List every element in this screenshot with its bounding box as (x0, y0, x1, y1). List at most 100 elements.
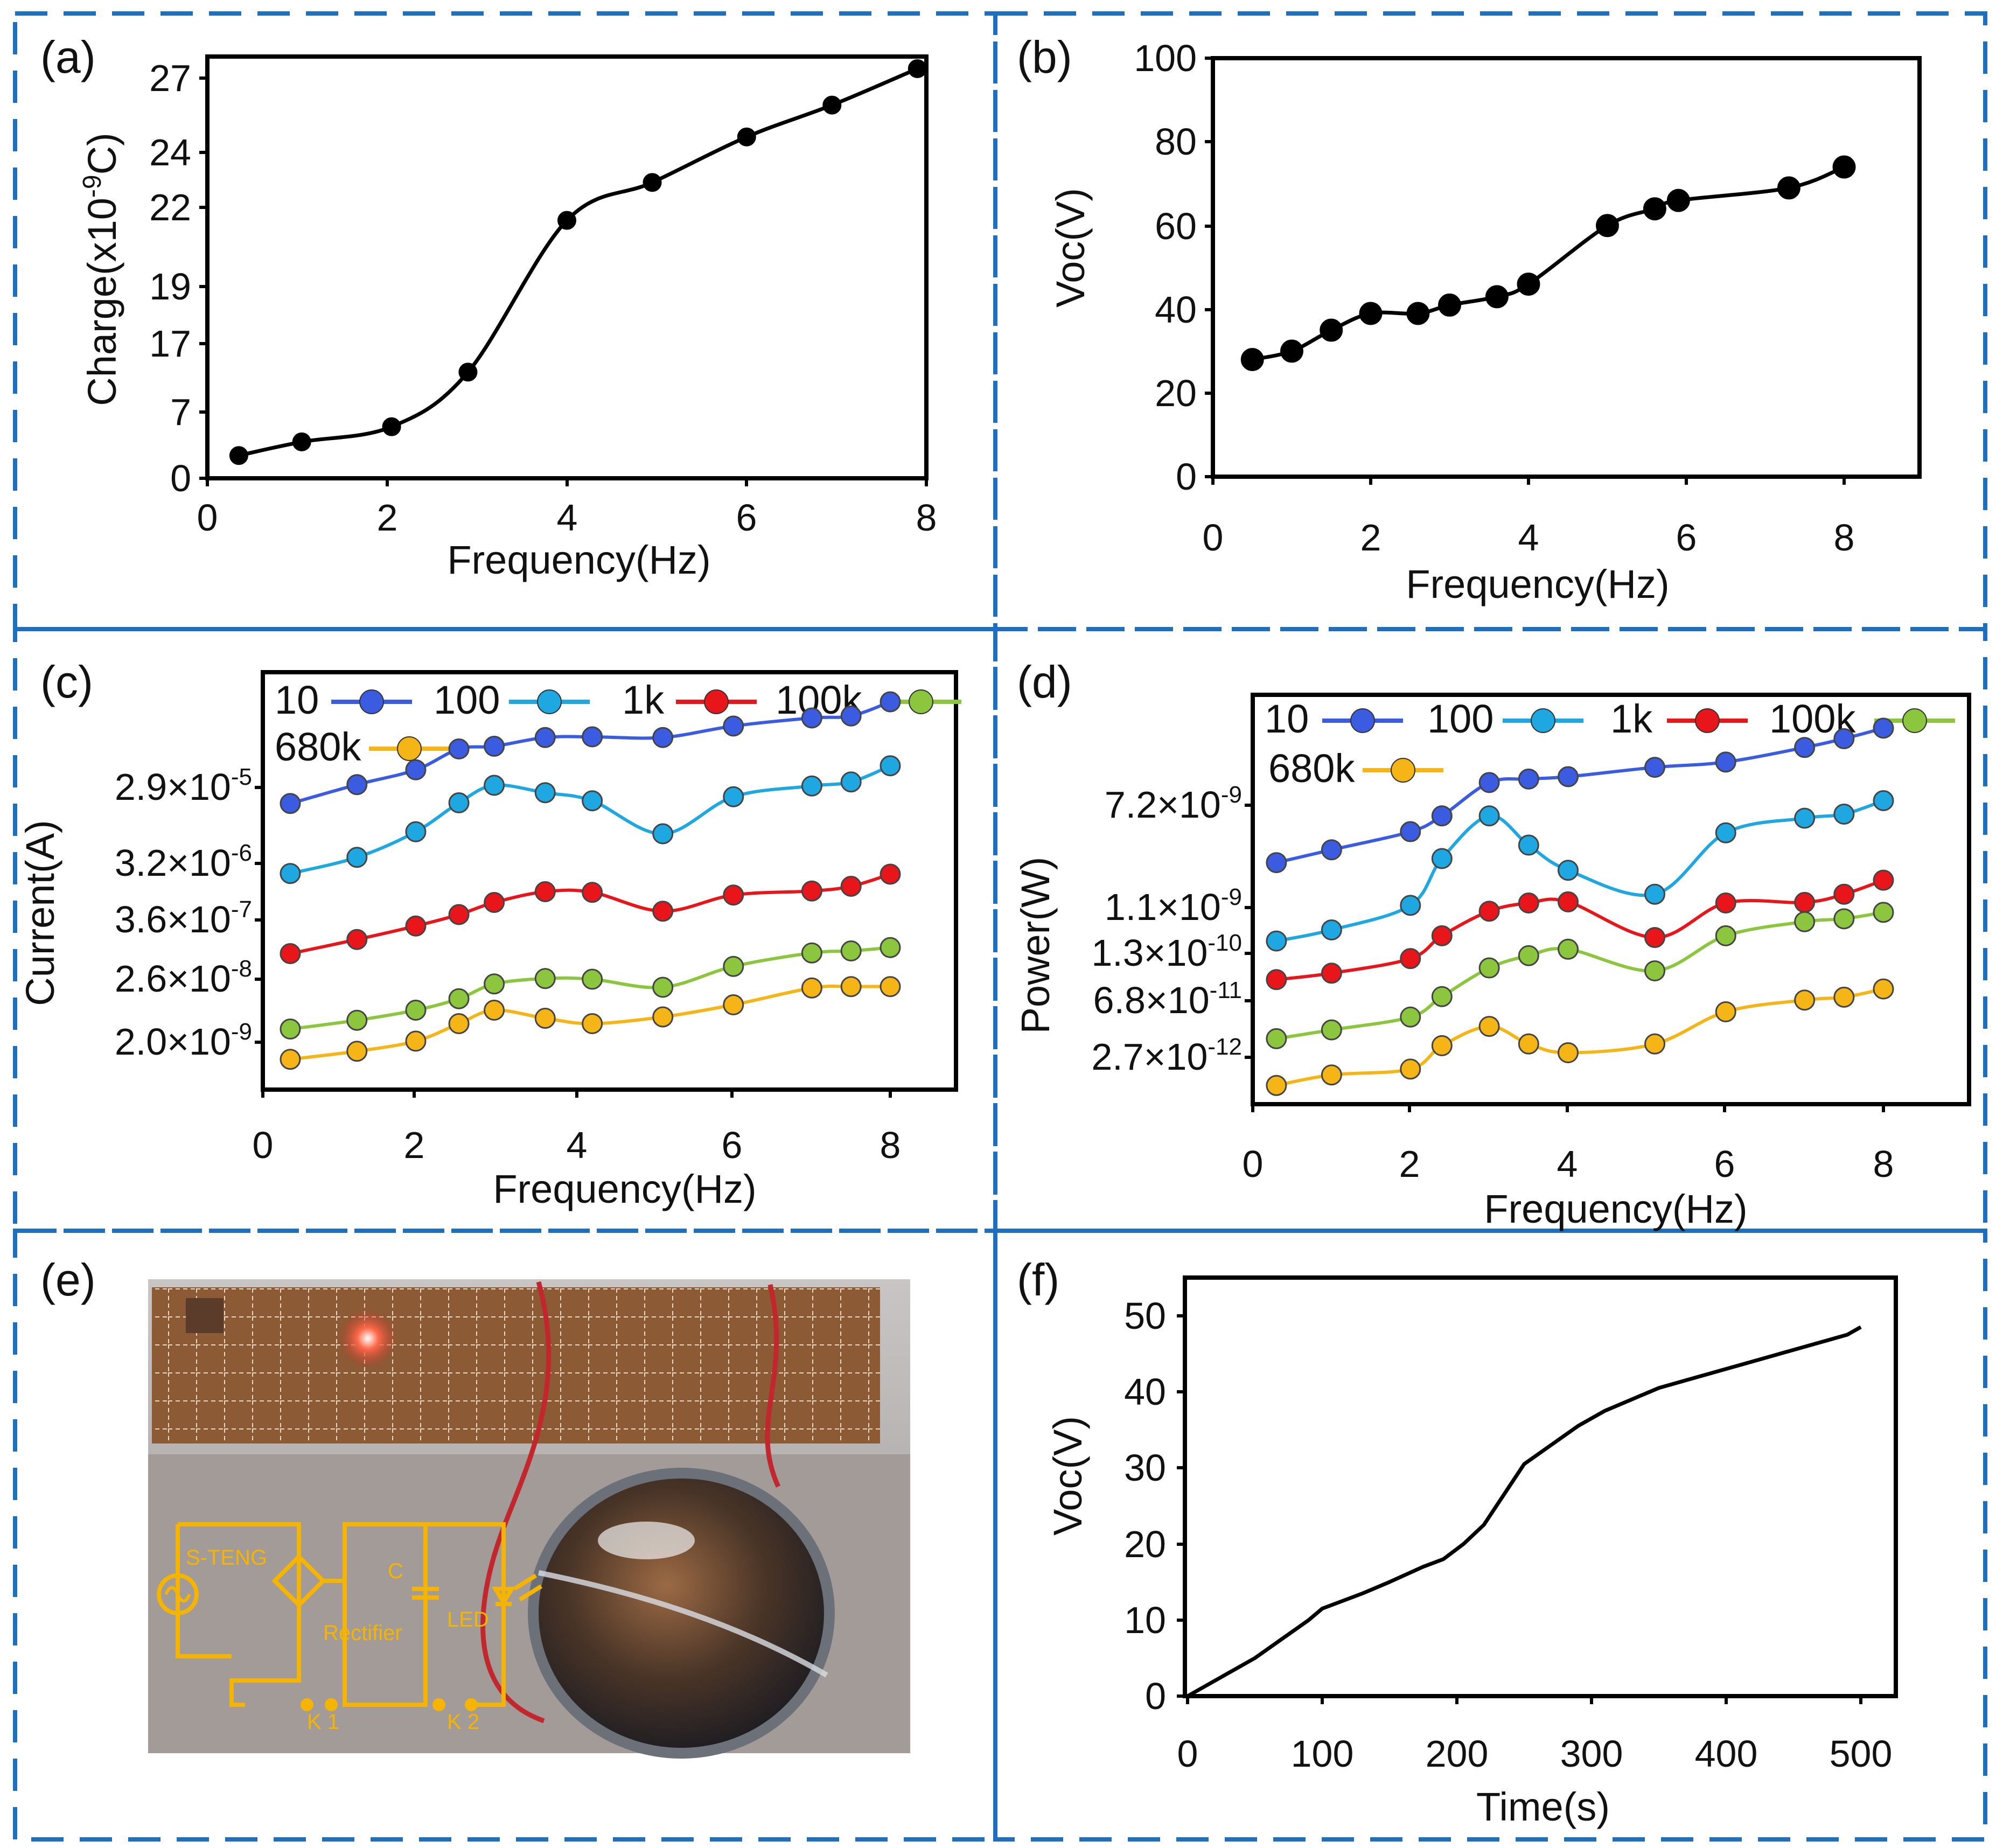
x-tick-label: 400 (1695, 1733, 1758, 1775)
label-s-teng: S-TENG (186, 1546, 267, 1570)
led-glow (338, 1309, 397, 1368)
y-tick-exp: -9 (1221, 884, 1242, 910)
legend-marker-100k (909, 689, 933, 714)
x-axis-title-c: Frequency(Hz) (493, 1167, 756, 1211)
data-point-100k (1478, 957, 1500, 979)
data-point-voc (1280, 339, 1303, 363)
data-point-10 (1715, 751, 1736, 773)
data-point-100k (1873, 902, 1894, 923)
data-point-voc (1359, 302, 1383, 325)
x-ticks-b: 0 2 4 6 8 (1203, 477, 1855, 559)
y-axis-title-sup: -9 (78, 175, 107, 198)
plot-frame-a (205, 54, 929, 480)
panel-label-f: (f) (1017, 1254, 1059, 1305)
data-point-680k (534, 1008, 556, 1029)
panel-d: (d) 0 2 4 6 8 2.7×10-12 6.8×10-11 1.3×10… (1013, 657, 1971, 1231)
y-ticks-d: 2.7×10-12 6.8×10-11 1.3×10-10 1.1×10-9 7… (1091, 782, 1253, 1078)
x-tick-label: 8 (880, 1124, 901, 1166)
data-point-100 (723, 786, 744, 807)
y-axis-title-b: Voc(V) (1048, 188, 1093, 308)
y-tick-label: 0 (1176, 456, 1197, 498)
panel-a: (a) 0 2 4 6 8 0 7 17 19 22 24 (40, 32, 937, 582)
data-point-1k (1833, 883, 1855, 905)
data-point-680k (652, 1006, 674, 1028)
series-line-charge (238, 67, 918, 458)
switch-k1-contact (325, 1698, 338, 1711)
data-point-10 (448, 738, 470, 759)
data-point-1k (801, 880, 822, 902)
data-point-10 (723, 715, 744, 737)
y-tick-exp: -11 (1210, 977, 1242, 1003)
y-tick-base: 3.6×10 (115, 898, 231, 940)
plot-frame-c (261, 670, 958, 1092)
x-tick-label: 2 (404, 1124, 425, 1166)
y-tick-exp: -9 (231, 1019, 252, 1045)
x-tick-label: 8 (1873, 1143, 1894, 1185)
data-point-680k (1478, 1016, 1500, 1037)
data-point-100k (1266, 1028, 1287, 1049)
data-point-10 (405, 759, 427, 780)
y-tick-label: 1.1×10-9 (1105, 884, 1242, 928)
legend-marker-10 (359, 689, 384, 714)
y-tick-exp: -6 (231, 840, 252, 866)
legend-label-1k: 1k (1610, 696, 1653, 741)
y-tick-label: 7.2×10-9 (1105, 782, 1242, 826)
y-axis-title-f: Voc(V) (1045, 1416, 1090, 1536)
series-line-100k (1276, 910, 1884, 1041)
data-point-10 (1873, 717, 1894, 739)
data-point-charge (908, 59, 927, 79)
data-point-100 (1400, 895, 1421, 916)
x-tick-label: 100 (1291, 1733, 1354, 1775)
label-rectifier: Rectifier (323, 1621, 402, 1645)
x-tick-label: 8 (1834, 517, 1855, 559)
data-point-1k (840, 876, 862, 897)
data-point-680k (1833, 986, 1855, 1008)
series-line-1k (1276, 878, 1885, 981)
x-tick-label: 2 (1360, 517, 1381, 559)
data-point-100 (448, 792, 470, 813)
y-tick-label: 3.2×10-6 (115, 840, 252, 884)
data-point-10 (1518, 768, 1539, 790)
data-point-charge (292, 432, 311, 451)
data-point-10 (1478, 772, 1500, 793)
plot-frame-f (1183, 1275, 1898, 1698)
y-tick-base: 2.6×10 (115, 958, 231, 1000)
y-ticks-b: 0 20 40 60 80 100 (1134, 37, 1213, 498)
data-point-100 (652, 823, 674, 845)
y-tick-exp: -12 (1208, 1034, 1242, 1060)
data-point-100 (1321, 919, 1342, 940)
data-point-100 (1715, 822, 1736, 843)
panel-label-b: (b) (1017, 32, 1072, 82)
data-point-100 (1644, 883, 1666, 905)
legend-marker-1k (704, 689, 729, 714)
plot-frame-d (1251, 693, 1971, 1106)
data-point-1k (1518, 892, 1539, 914)
y-tick-label: 80 (1155, 121, 1197, 163)
sphere-seam (538, 1570, 828, 1678)
series-line-100 (1276, 799, 1884, 943)
data-point-voc (1438, 293, 1461, 317)
data-point-1k (534, 881, 556, 902)
data-point-10 (801, 707, 822, 729)
data-point-voc (1517, 273, 1540, 296)
y-tick-label: 22 (149, 186, 191, 228)
data-point-1k (652, 901, 674, 922)
y-tick-label: 0 (1145, 1675, 1166, 1717)
data-point-charge (643, 173, 662, 192)
data-point-10 (484, 736, 505, 757)
panel-label-c: (c) (40, 657, 93, 707)
panel-e: (e) (40, 1254, 910, 1759)
data-point-1k (280, 943, 301, 964)
data-point-10 (1558, 766, 1579, 787)
data-point-1k (880, 863, 901, 885)
y-tick-base: 2.0×10 (115, 1021, 231, 1063)
data-point-100k (880, 937, 901, 958)
y-tick-base: 7.2×10 (1105, 784, 1221, 826)
data-point-100k (582, 968, 603, 990)
data-point-1k (1431, 925, 1453, 946)
y-tick-label: 30 (1124, 1447, 1166, 1489)
switch-k2-contact (432, 1698, 445, 1711)
y-tick-exp: -8 (231, 956, 252, 982)
x-axis-title-f: Time(s) (1476, 1784, 1610, 1829)
series-line-680k (1276, 987, 1884, 1087)
